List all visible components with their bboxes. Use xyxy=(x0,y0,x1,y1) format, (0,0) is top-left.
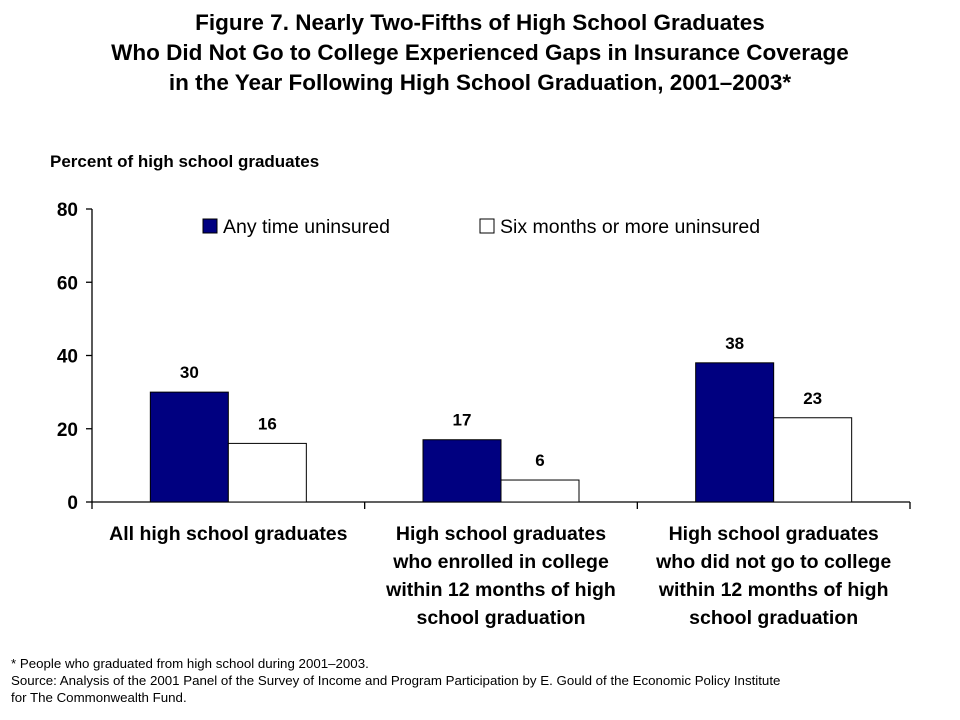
x-category-label: All high school graduates xyxy=(109,523,348,545)
y-tick-label: 20 xyxy=(57,420,78,441)
data-label: 16 xyxy=(258,414,277,433)
x-category-label-line: within 12 months of high xyxy=(658,579,889,601)
footnote-source-line-2: for The Commonwealth Fund. xyxy=(11,690,187,705)
data-label: 38 xyxy=(725,334,744,353)
bar-any-time-uninsured xyxy=(695,362,775,503)
y-tick-label: 80 xyxy=(57,200,78,221)
title-line-1: Figure 7. Nearly Two-Fifths of High Scho… xyxy=(195,10,765,35)
data-label: 6 xyxy=(535,451,544,470)
data-label: 30 xyxy=(180,363,199,382)
y-axis-label: Percent of high school graduates xyxy=(50,152,320,171)
y-tick-label: 40 xyxy=(57,347,78,368)
x-category-label-line: High school graduates xyxy=(396,523,606,545)
y-tick-label: 60 xyxy=(57,273,78,294)
footnote-source-line-1: Source: Analysis of the 2001 Panel of th… xyxy=(11,673,781,688)
x-category-label-line: school graduation xyxy=(689,607,858,629)
legend-any-time-uninsured-label: Any time uninsured xyxy=(223,216,390,238)
bar-six-months-uninsured xyxy=(227,442,307,503)
x-category-label-line: school graduation xyxy=(416,607,585,629)
legend-six-months-uninsured-label: Six months or more uninsured xyxy=(500,216,760,238)
bar-six-months-uninsured xyxy=(500,479,580,503)
y-tick-label: 0 xyxy=(67,493,78,514)
data-label: 17 xyxy=(453,411,472,430)
x-category-label-line: All high school graduates xyxy=(109,523,348,545)
bar-six-months-uninsured xyxy=(773,417,853,503)
footnotes: * People who graduated from high school … xyxy=(11,655,951,706)
data-label: 23 xyxy=(803,389,822,408)
bar-any-time-uninsured xyxy=(149,391,229,503)
x-category-label-line: within 12 months of high xyxy=(385,579,616,601)
title-line-3: in the Year Following High School Gradua… xyxy=(168,70,792,95)
x-category-label-line: who enrolled in college xyxy=(392,551,609,573)
bar-any-time-uninsured xyxy=(422,439,502,503)
x-category-label: High school graduates who enrolled in col… xyxy=(385,523,616,629)
footnote-asterisk: * People who graduated from high school … xyxy=(11,656,369,671)
legend-six-months-uninsured-swatch xyxy=(479,218,495,234)
bar-chart: 0 20 40 60 80 30 16 All high school graduates 17… xyxy=(57,200,911,629)
figure-title: Figure 7. Nearly Two-Fifths of High Scho… xyxy=(20,8,940,98)
x-category-label-line: who did not go to college xyxy=(655,551,891,573)
x-category-label: High school graduates who did not go to c… xyxy=(655,523,891,629)
x-category-label-line: High school graduates xyxy=(669,523,879,545)
legend-any-time-uninsured-swatch xyxy=(202,218,218,234)
title-line-2: Who Did Not Go to College Experienced Ga… xyxy=(111,40,849,65)
